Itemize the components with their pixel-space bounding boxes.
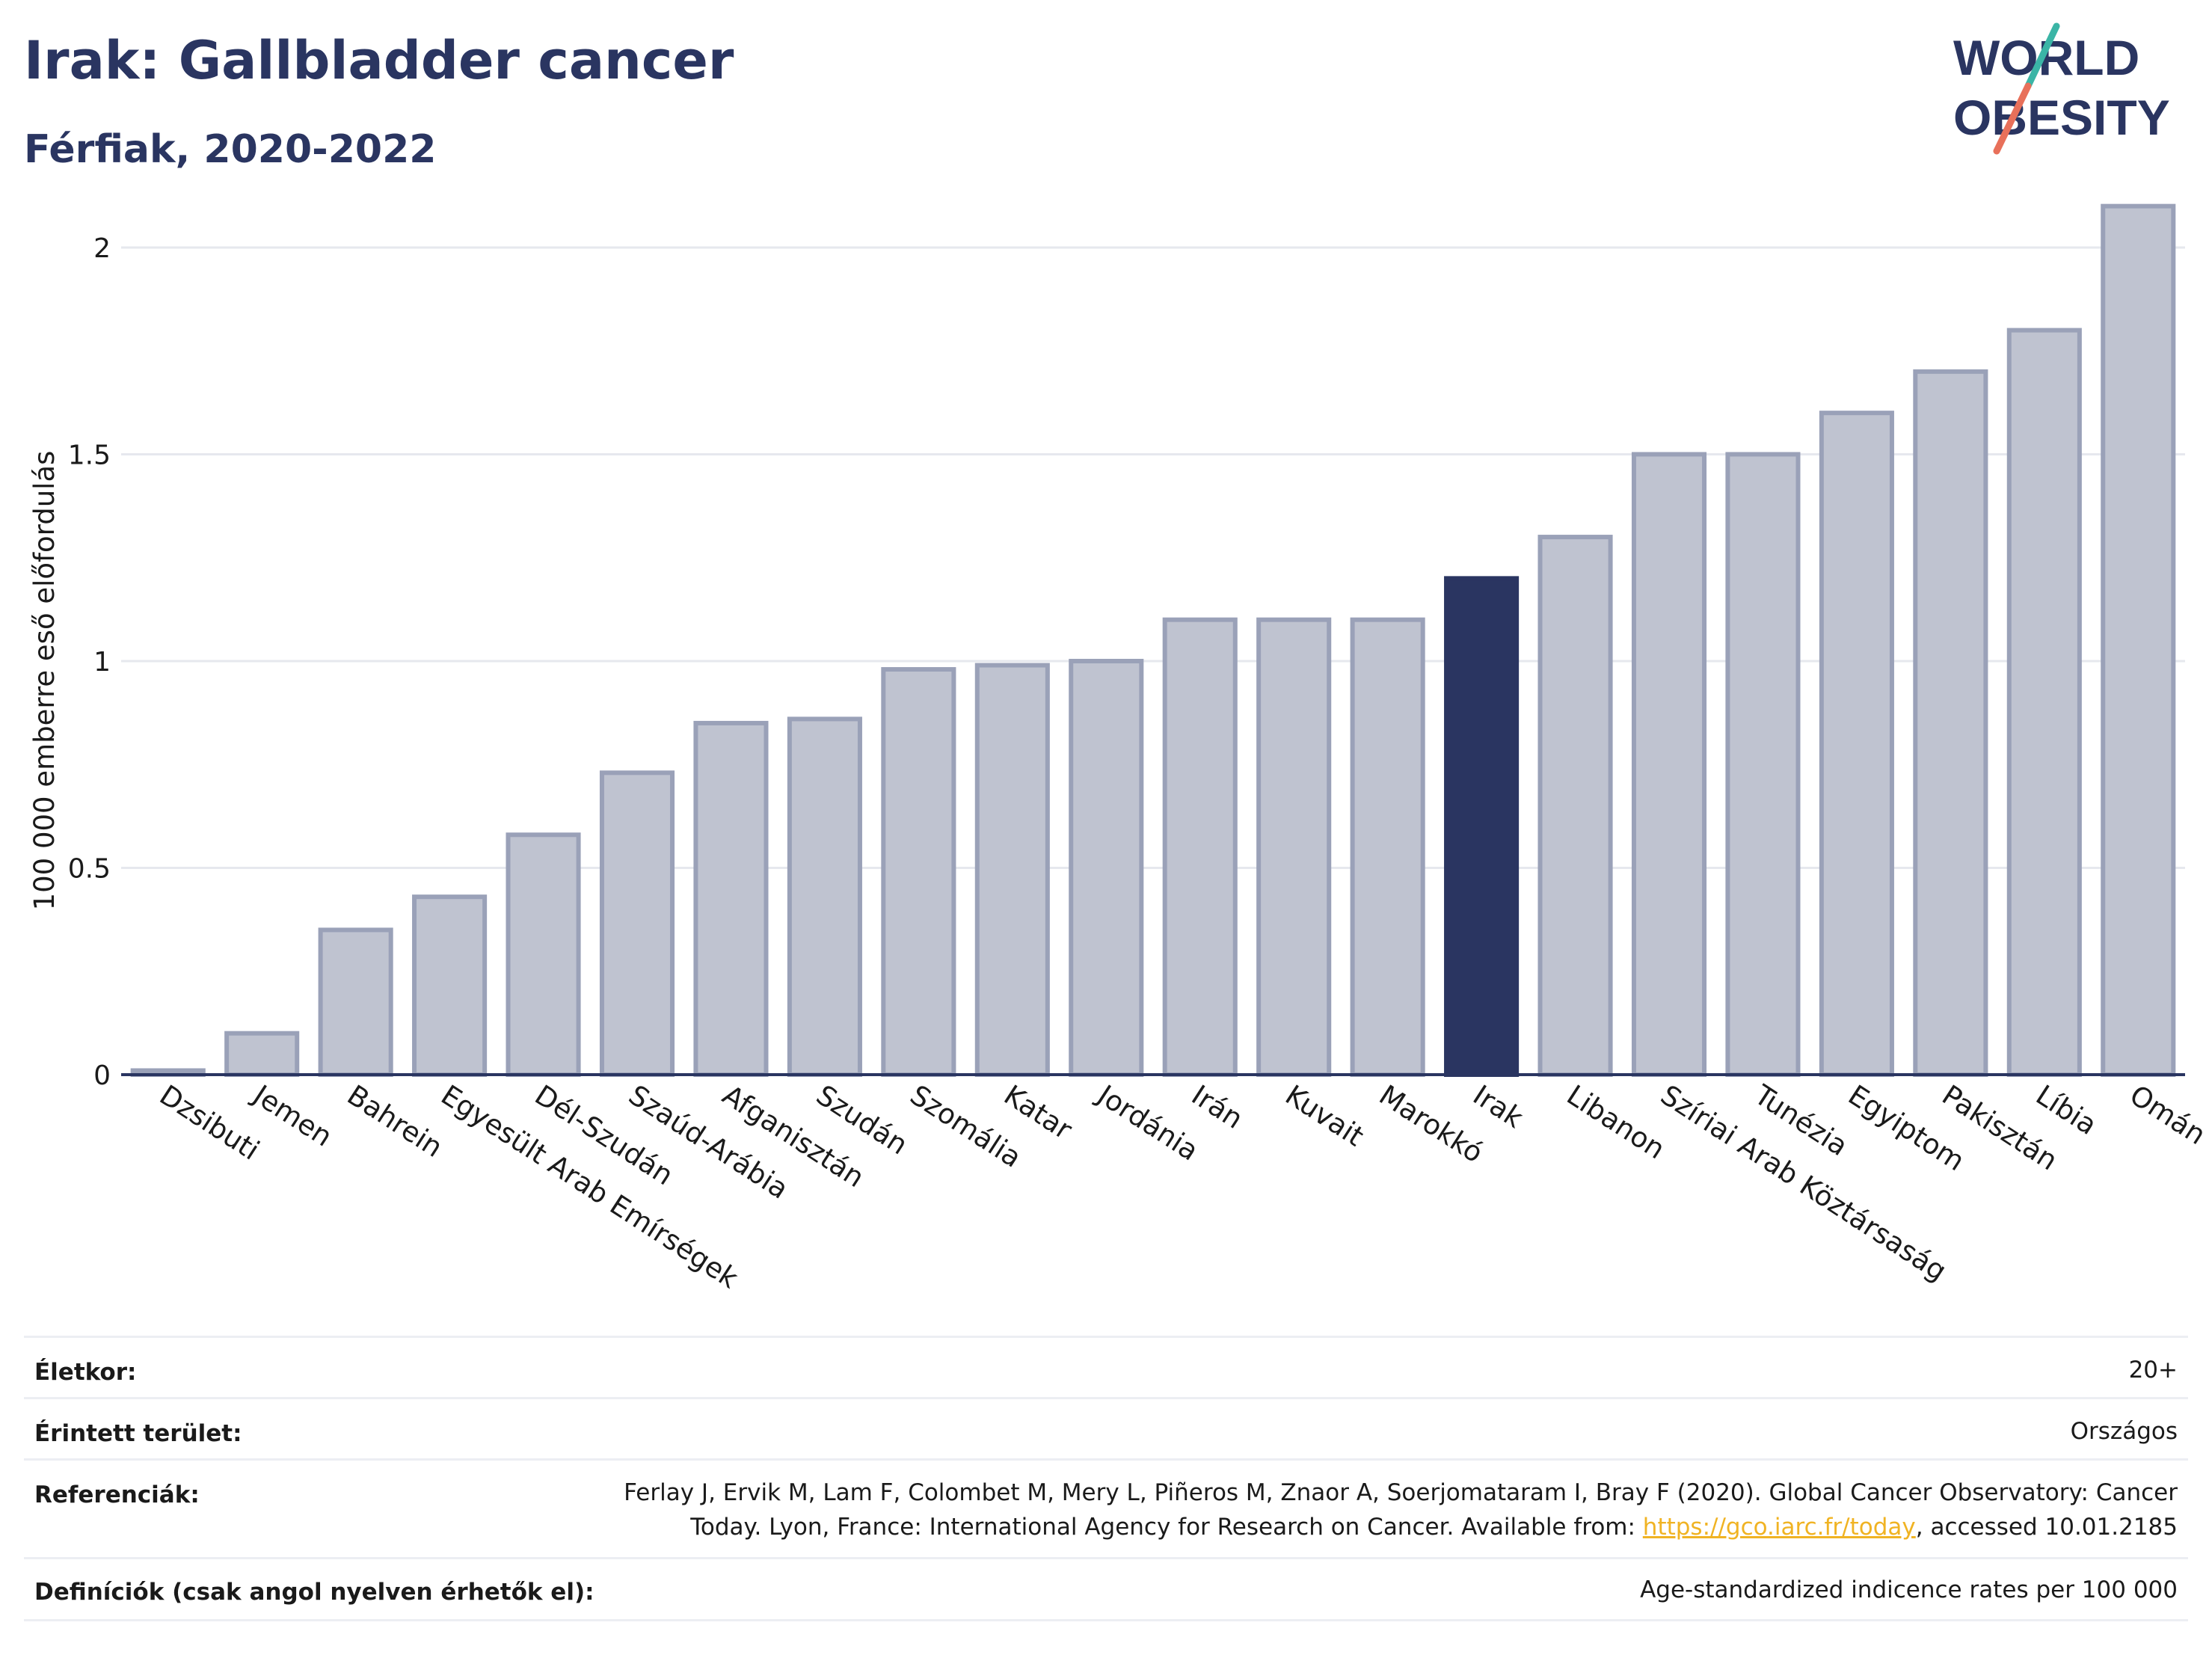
reference-line2-text: Today. Lyon, France: International Agenc…	[690, 1514, 1643, 1541]
y-tick-label: 0.5	[68, 853, 111, 884]
x-tick-label: Szaúd-Arábia	[623, 1078, 794, 1205]
bar-szaúd-arábia	[599, 770, 675, 1077]
info-value-definitions: Age-standardized indicence rates per 100…	[1640, 1576, 2178, 1603]
y-tick-label: 2	[93, 233, 111, 264]
chart-title: Irak: Gallbladder cancer	[24, 30, 734, 91]
bar-libanon	[1537, 535, 1613, 1077]
bar-omán	[2101, 203, 2176, 1078]
bar-egyesült-arab-emírségek	[412, 894, 488, 1077]
bar-jemen	[224, 1031, 300, 1077]
bar-afganisztán	[693, 720, 769, 1077]
info-label-definitions: Definíciók (csak angol nyelven érhetők e…	[34, 1579, 595, 1606]
x-tick-label: Irán	[1186, 1078, 1249, 1134]
world-obesity-logo: WORLD OBESITY	[1953, 22, 2170, 155]
bar-dél-szudán	[506, 832, 581, 1077]
bar-szudán	[787, 716, 862, 1078]
bar-bahrein	[318, 927, 393, 1078]
x-tick-label: Omán	[2124, 1078, 2211, 1151]
x-tick-label: Libanon	[1561, 1078, 1671, 1165]
bar-katar	[974, 663, 1050, 1077]
logo-line1: WORLD	[1953, 30, 2139, 85]
info-row-references: Referenciák: Ferlay J, Ervik M, Lam F, C…	[24, 1458, 2188, 1556]
bar-marokkó	[1350, 617, 1425, 1077]
reference-link[interactable]: https://gco.iarc.fr/today	[1642, 1514, 1916, 1541]
y-tick-label: 1	[93, 647, 111, 678]
info-row-area: Érintett terület: Országos	[24, 1397, 2188, 1461]
chart-subtitle: Férfiak, 2020-2022	[24, 127, 437, 172]
x-tick-label: Jordánia	[1091, 1078, 1204, 1167]
info-value-references: Ferlay J, Ervik M, Lam F, Colombet M, Me…	[624, 1476, 2178, 1544]
logo-line2: OBESITY	[1953, 90, 2170, 145]
y-axis-label: 100 000 emberre eső előfordulás	[28, 451, 61, 911]
bar-irak	[1444, 576, 1520, 1077]
x-tick-label: Marokkó	[1374, 1078, 1489, 1169]
bar-tunézia	[1725, 452, 1801, 1077]
info-value-area: Országos	[2070, 1418, 2178, 1445]
reference-line1: Ferlay J, Ervik M, Lam F, Colombet M, Me…	[624, 1479, 2178, 1506]
info-label-references: Referenciák:	[34, 1481, 200, 1508]
info-row-age: Életkor: 20+	[24, 1336, 2188, 1398]
bar-irán	[1162, 617, 1238, 1077]
bar-szomália	[881, 667, 956, 1077]
x-tick-label: Dzsibuti	[154, 1078, 265, 1166]
info-label-area: Érintett terület:	[34, 1420, 242, 1447]
bar-jordánia	[1069, 658, 1144, 1077]
x-tick-label: Kuvait	[1279, 1078, 1369, 1152]
reference-line2: Today. Lyon, France: International Agenc…	[624, 1510, 2178, 1544]
y-tick-label: 0	[93, 1060, 111, 1091]
bar-egyiptom	[1819, 411, 1894, 1077]
info-label-age: Életkor:	[34, 1359, 137, 1386]
reference-line2-suffix: , accessed 10.01.2185	[1915, 1514, 2178, 1541]
bar-szíriai-arab-köztársaság	[1631, 452, 1707, 1077]
y-tick-label: 1.5	[68, 440, 111, 470]
x-tick-label: Bahrein	[342, 1078, 449, 1164]
bar-kuvait	[1256, 617, 1332, 1077]
x-tick-label: Líbia	[2030, 1078, 2103, 1141]
x-tick-label: Irak	[1467, 1078, 1529, 1134]
bar-líbia	[2006, 328, 2082, 1077]
bar-pakisztán	[1913, 369, 1988, 1077]
info-row-definitions: Definíciók (csak angol nyelven érhetők e…	[24, 1557, 2188, 1621]
info-value-age: 20+	[2128, 1357, 2178, 1384]
